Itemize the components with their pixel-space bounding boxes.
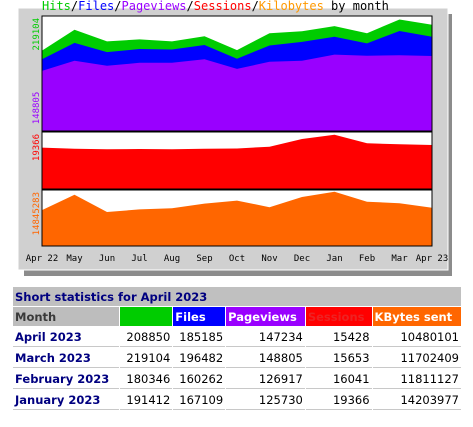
- month-link[interactable]: March 2023: [13, 348, 120, 368]
- month-link[interactable]: February 2023: [13, 369, 120, 389]
- files-value: 185185: [173, 327, 226, 347]
- panel-max-label: 219104: [32, 18, 42, 51]
- panel-border: [41, 189, 433, 247]
- header-kbytes-sent: KBytes sent: [372, 307, 461, 326]
- kbytes-value: 11702409: [372, 348, 461, 368]
- sessions-value: 19366: [305, 390, 372, 410]
- chart-title-part: Pageviews: [122, 0, 187, 13]
- kbytes-value: 10480101: [372, 327, 461, 347]
- header-hits: Hits: [120, 307, 173, 326]
- pageviews-value: 125730: [226, 390, 305, 410]
- series-area-pageviews: [42, 54, 432, 131]
- monthly-chart-svg: Hits/Files/Pageviews/Sessions/Kilobytes …: [17, 0, 452, 276]
- x-tick-label: Mar: [391, 254, 408, 264]
- table-row: January 2023 191412 167109 125730 19366 …: [13, 390, 461, 410]
- x-tick-label: Feb: [359, 254, 375, 264]
- pageviews-value: 126917: [226, 369, 305, 389]
- hits-value: 191412: [120, 390, 173, 410]
- chart-title-part: /: [114, 0, 121, 13]
- panel-mid-label: 148805: [32, 92, 42, 125]
- panel-max-label: 14845283: [32, 192, 42, 235]
- chart-title-part: /: [252, 0, 259, 13]
- pageviews-value: 148805: [226, 348, 305, 368]
- files-value: 160262: [173, 369, 226, 389]
- chart-title-part: /: [187, 0, 194, 13]
- sessions-value: 15653: [305, 348, 372, 368]
- x-tick-label: Aug: [164, 254, 180, 264]
- x-tick-label: Jan: [326, 254, 342, 264]
- header-files: Files: [173, 307, 226, 326]
- files-value: 167109: [173, 390, 226, 410]
- hits-value: 208850: [120, 327, 173, 347]
- header-month: Month: [13, 307, 120, 326]
- hits-value: 219104: [120, 348, 173, 368]
- kbytes-value: 14203977: [372, 390, 461, 410]
- chart-title-part: Kilobytes: [259, 0, 324, 13]
- chart-title-part: Files: [78, 0, 114, 13]
- x-tick-label: Jun: [99, 254, 115, 264]
- x-tick-label: Jul: [131, 254, 147, 264]
- panel-border: [41, 131, 433, 190]
- x-tick-label: Sep: [196, 254, 212, 264]
- chart-title-part: Sessions: [194, 0, 252, 13]
- pageviews-value: 147234: [226, 327, 305, 347]
- hits-value: 180346: [120, 369, 173, 389]
- header-pageviews: Pageviews: [226, 307, 305, 326]
- statistics-caption: Short statistics for April 2023: [13, 287, 461, 306]
- chart-title-part: Hits: [42, 0, 71, 13]
- x-tick-label: Apr 22: [26, 254, 59, 264]
- statistics-header-row: Month Hits Files Pageviews Sessions KByt…: [13, 307, 461, 326]
- header-sessions: Sessions: [305, 307, 372, 326]
- x-tick-label: Dec: [294, 254, 310, 264]
- panel-max-label: 19366: [32, 134, 42, 161]
- table-row: April 2023 208850 185185 147234 15428 10…: [13, 327, 461, 347]
- x-tick-label: May: [66, 254, 83, 264]
- sessions-value: 15428: [305, 327, 372, 347]
- short-statistics-table: Short statistics for April 2023 Month Hi…: [12, 286, 462, 411]
- panel-border: [41, 15, 433, 132]
- series-area-kilobytes: [42, 191, 432, 246]
- x-tick-label: Nov: [261, 254, 277, 264]
- chart-title-part: /: [71, 0, 78, 13]
- files-value: 196482: [173, 348, 226, 368]
- sessions-value: 16041: [305, 369, 372, 389]
- chart-title: Hits/Files/Pageviews/Sessions/Kilobytes …: [42, 0, 389, 13]
- table-row: March 2023 219104 196482 148805 15653 11…: [13, 348, 461, 368]
- month-link[interactable]: January 2023: [13, 390, 120, 410]
- statistics-caption-row: Short statistics for April 2023: [13, 287, 461, 306]
- x-tick-label: Oct: [229, 254, 245, 264]
- chart-title-part: by month: [324, 0, 389, 13]
- series-area-sessions: [42, 134, 432, 189]
- monthly-graph: Hits/Files/Pageviews/Sessions/Kilobytes …: [17, 0, 452, 276]
- kbytes-value: 11811127: [372, 369, 461, 389]
- table-row: February 2023 180346 160262 126917 16041…: [13, 369, 461, 389]
- month-link[interactable]: April 2023: [13, 327, 120, 347]
- x-tick-label: Apr 23: [416, 254, 449, 264]
